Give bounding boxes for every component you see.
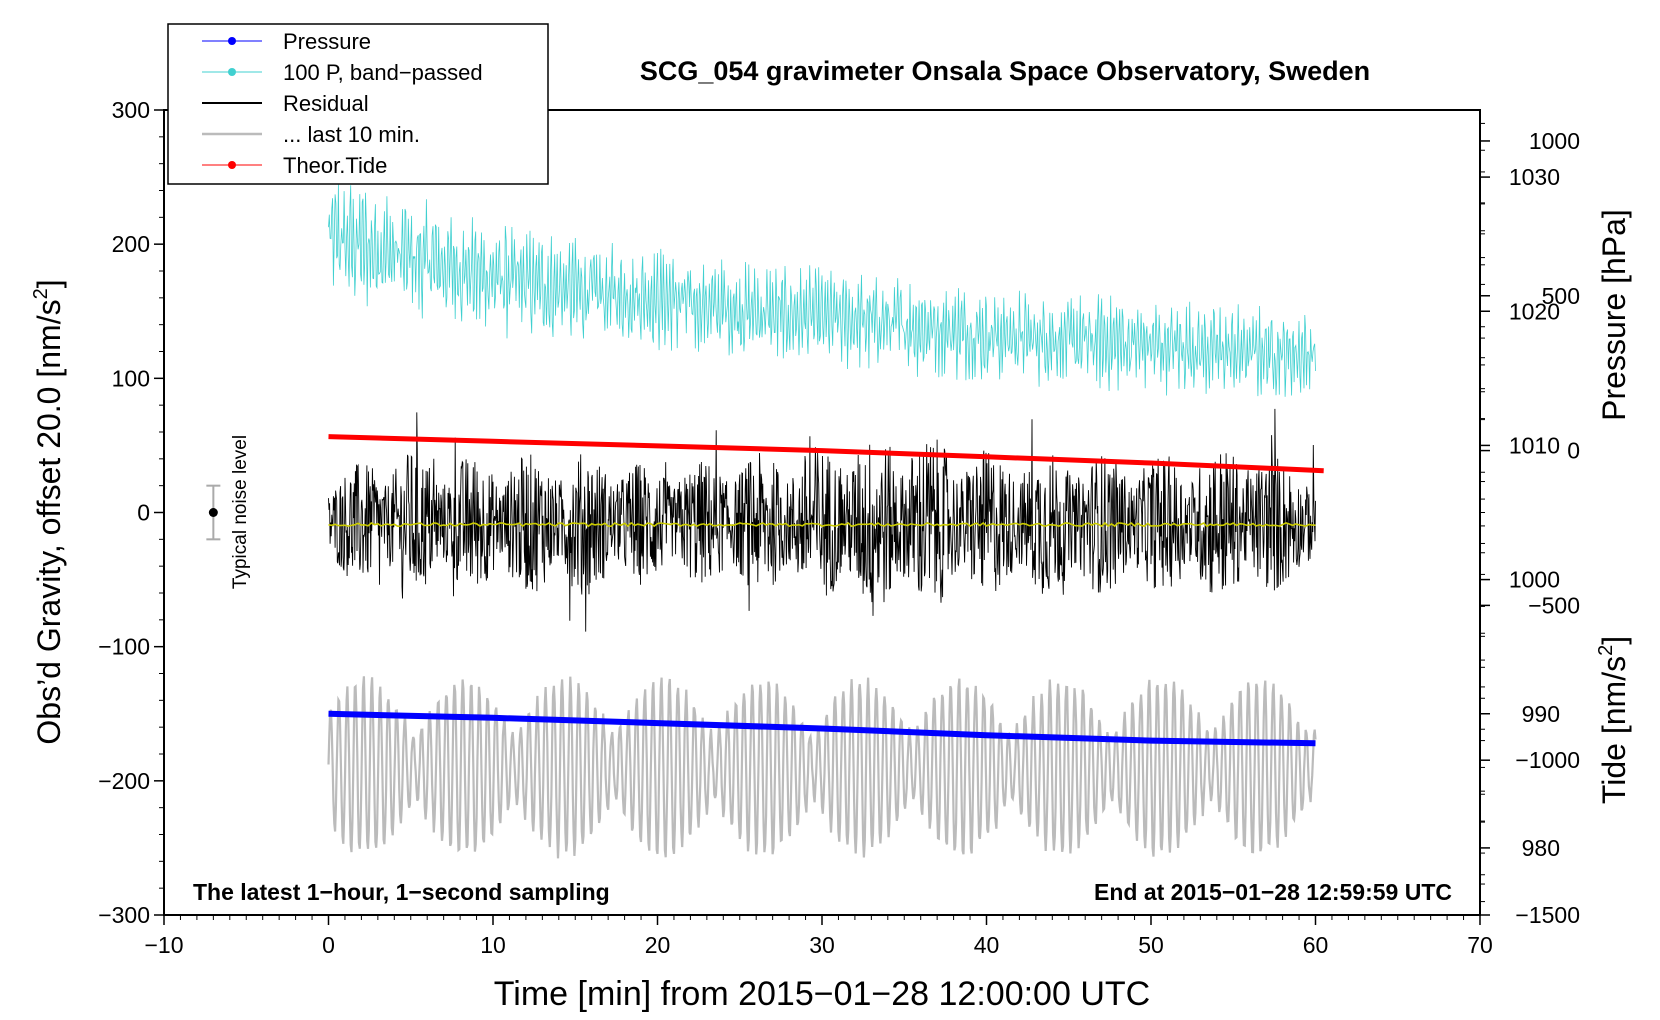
x-tick-label: 10 — [480, 932, 506, 958]
series-bandpassed-pressure — [328, 184, 1316, 397]
pressure-tick-label: 1020 — [1509, 298, 1560, 324]
annotation-sampling: The latest 1−hour, 1−second sampling — [193, 879, 610, 905]
series-last-10-min — [327, 676, 1317, 859]
tide-tick-label: −1000 — [1515, 747, 1580, 773]
legend-label: Pressure — [283, 29, 371, 54]
tide-tick-label: 0 — [1567, 438, 1580, 464]
tide-tick-label: −1500 — [1515, 902, 1580, 928]
pressure-tick-label: 1000 — [1509, 567, 1560, 593]
pressure-line — [328, 710, 1316, 747]
bandpassed-pressure-line — [328, 184, 1316, 397]
mean-level-line — [328, 521, 1316, 528]
x-tick-label: 50 — [1138, 932, 1164, 958]
x-tick-label: 20 — [645, 932, 671, 958]
y-tick-label: 200 — [112, 231, 150, 257]
last-10-min-line — [327, 676, 1317, 859]
pressure-tick-label: 990 — [1522, 701, 1560, 727]
x-tick-label: 70 — [1467, 932, 1493, 958]
noise-label: Typical noise level — [230, 435, 251, 589]
x-tick-label: 0 — [322, 932, 335, 958]
y-axis-label-left: Obs’d Gravity, offset 20.0 [nm/s2] — [30, 279, 67, 744]
residual-line — [328, 408, 1316, 632]
legend-label: 100 P, band−passed — [283, 60, 483, 85]
y-label-tide-sup: 2 — [1595, 645, 1617, 656]
pressure-tick-label: 1010 — [1509, 432, 1560, 458]
y-tick-label: 0 — [137, 500, 150, 526]
x-axis-label: Time [min] from 2015−01−28 12:00:00 UTC — [494, 975, 1150, 1013]
pressure-tick-label: 1030 — [1509, 164, 1560, 190]
noise-level-indicator: Typical noise level — [206, 435, 251, 589]
legend: Pressure 100 P, band−passed Residual ... la… — [167, 23, 549, 185]
pressure-tick-label: 980 — [1522, 835, 1560, 861]
tide-axis-ticks: 1000 500 0 −500 −1000 −1500 — [1480, 128, 1580, 928]
series-mean-level — [328, 521, 1316, 528]
legend-swatch-marker — [228, 161, 236, 169]
chart-title: SCG_054 gravimeter Onsala Space Observat… — [640, 56, 1370, 86]
y-axis-label-tide: Tide [nm/s2] — [1595, 636, 1632, 804]
y-label-left-end: ] — [31, 279, 67, 288]
y-label-left-sup: 2 — [30, 288, 52, 299]
x-tick-label: 60 — [1303, 932, 1329, 958]
tide-line — [328, 434, 1324, 474]
annotation-end-time: End at 2015−01−28 12:59:59 UTC — [1094, 879, 1452, 905]
legend-label: Residual — [283, 91, 369, 116]
y-tick-label: −300 — [98, 902, 150, 928]
legend-swatch-marker — [228, 37, 236, 45]
y-tick-label: −100 — [98, 634, 150, 660]
y-tick-label: 300 — [112, 97, 150, 123]
x-tick-label: 40 — [974, 932, 1000, 958]
x-tick-label: 30 — [809, 932, 835, 958]
y-tick-label: −200 — [98, 768, 150, 794]
y-label-tide-main: Tide [nm/s — [1596, 656, 1632, 804]
tide-tick-label: 1000 — [1529, 128, 1580, 154]
y-axis-label-pressure: Pressure [hPa] — [1596, 209, 1632, 421]
series-theoretical-tide — [328, 434, 1324, 474]
y-label-tide-end: ] — [1596, 636, 1632, 645]
noise-dot — [208, 508, 218, 517]
y-label-left-main: Obs’d Gravity, offset 20.0 [nm/s — [31, 299, 67, 744]
y-axis-ticks: 300 200 100 0 −100 −200 −300 — [98, 97, 164, 928]
legend-label: ... last 10 min. — [283, 122, 420, 147]
tide-tick-label: −500 — [1528, 592, 1580, 618]
y-tick-label: 100 — [112, 365, 150, 391]
tide-tick-label: 500 — [1542, 283, 1580, 309]
legend-swatch-marker — [228, 68, 236, 76]
series-pressure — [328, 710, 1316, 747]
x-axis-ticks: −10 0 10 20 30 40 50 60 70 — [144, 915, 1493, 958]
legend-entries: Pressure 100 P, band−passed Residual ... la… — [202, 29, 483, 178]
legend-label: Theor.Tide — [283, 153, 387, 178]
series-residual — [328, 408, 1316, 632]
pressure-axis-ticks: 1030 1020 1010 1000 990 980 — [1480, 122, 1560, 903]
x-tick-label: −10 — [144, 932, 183, 958]
